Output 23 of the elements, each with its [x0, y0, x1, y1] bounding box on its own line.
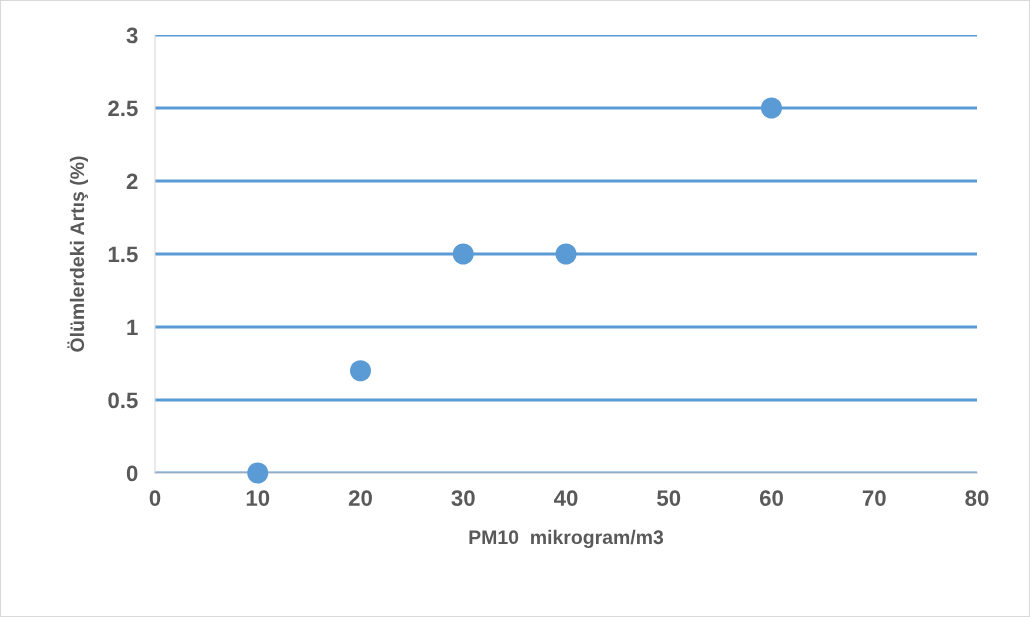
x-tick-label: 30: [451, 490, 475, 507]
x-tick-label: 80: [965, 490, 989, 506]
y-tick-label: 3: [126, 27, 138, 44]
x-tick-label: 60: [759, 490, 783, 506]
y-tick-label: 2.5: [108, 100, 138, 117]
y-tick-label: 1.5: [108, 246, 138, 263]
x-axis-title: PM10 mikrogram/m3: [469, 529, 664, 549]
y-tick-label: 0.5: [108, 392, 138, 409]
x-tick-label: 20: [348, 490, 372, 506]
y-tick-label: 0: [126, 465, 138, 482]
y-axis-title: Ölümlerdeki Artış (%): [67, 156, 88, 352]
point: [247, 462, 269, 484]
x-tick-label: 50: [657, 490, 681, 506]
x-tick-label: 40: [553, 490, 578, 506]
point: [760, 97, 783, 119]
point: [349, 360, 372, 382]
x-tick-label: 70: [862, 490, 886, 506]
y-tick-label: 1: [127, 319, 138, 336]
point: [452, 243, 474, 265]
y-tick-label: 2: [126, 173, 138, 190]
point: [555, 243, 577, 265]
x-tick-label: 10: [246, 490, 270, 506]
x-tick-label: 0: [149, 490, 161, 506]
